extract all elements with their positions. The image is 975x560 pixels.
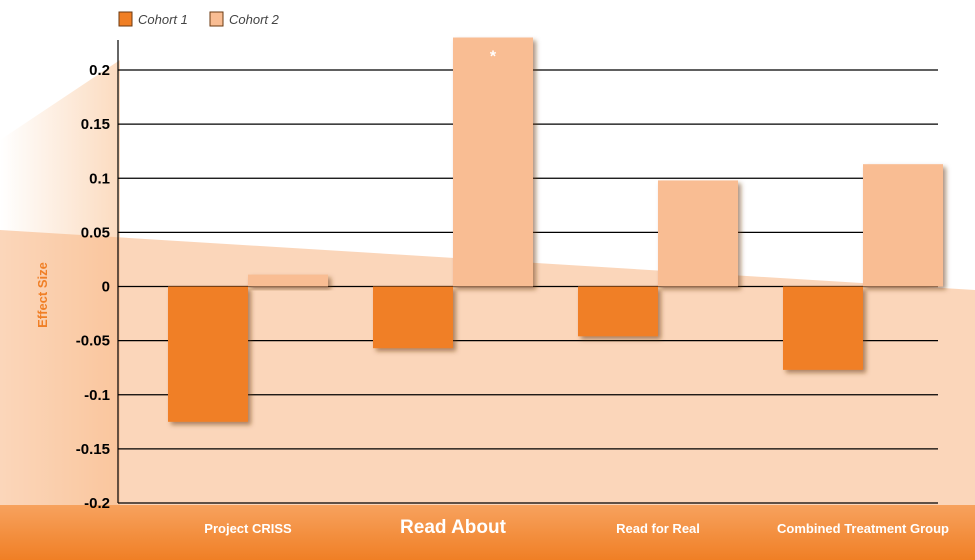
x-category-label: Read for Real <box>616 521 700 536</box>
x-category-label: Combined Treatment Group <box>777 521 949 536</box>
y-tick-label: 0.15 <box>81 116 110 133</box>
bar-cohort-1-combined-treatment-group <box>783 286 863 370</box>
bars <box>168 37 943 422</box>
y-tick-label: -0.15 <box>76 441 110 458</box>
bar-cohort-2-project-criss <box>248 274 328 287</box>
legend-label-cohort-1: Cohort 1 <box>138 12 188 27</box>
y-tick-labels: 0.2 0.15 0.1 0.05 0 -0.05 -0.1 -0.15 -0.2 <box>76 62 110 512</box>
significance-marker: * <box>490 49 497 66</box>
y-tick-label: -0.05 <box>76 333 110 350</box>
annotations: * <box>490 49 497 66</box>
bar-cohort-1-read-for-real <box>578 286 658 337</box>
legend-swatch-cohort-2 <box>209 11 224 27</box>
y-tick-label: -0.1 <box>84 387 110 404</box>
legend: Cohort 1 Cohort 2 <box>118 11 280 27</box>
category-labels: Project CRISS Read About Read for Real Comb… <box>204 517 949 538</box>
x-category-label: Read About <box>400 517 507 538</box>
x-category-label: Project CRISS <box>204 521 292 536</box>
y-tick-label: 0.05 <box>81 224 110 241</box>
y-tick-label: 0.2 <box>89 62 110 79</box>
bar-cohort-1-project-criss <box>168 286 248 422</box>
y-tick-label: 0.1 <box>89 170 110 187</box>
bar-cohort-2-combined-treatment-group <box>863 164 943 287</box>
bar-cohort-2-read-for-real <box>658 180 738 287</box>
bar-cohort-1-read-about <box>373 286 453 349</box>
y-axis-label: Effect Size <box>35 262 50 328</box>
legend-swatch-cohort-1 <box>118 11 133 27</box>
bar-cohort-2-read-about <box>453 37 533 287</box>
y-tick-label: -0.2 <box>84 495 110 512</box>
y-tick-label: 0 <box>102 279 110 296</box>
legend-label-cohort-2: Cohort 2 <box>229 12 280 27</box>
